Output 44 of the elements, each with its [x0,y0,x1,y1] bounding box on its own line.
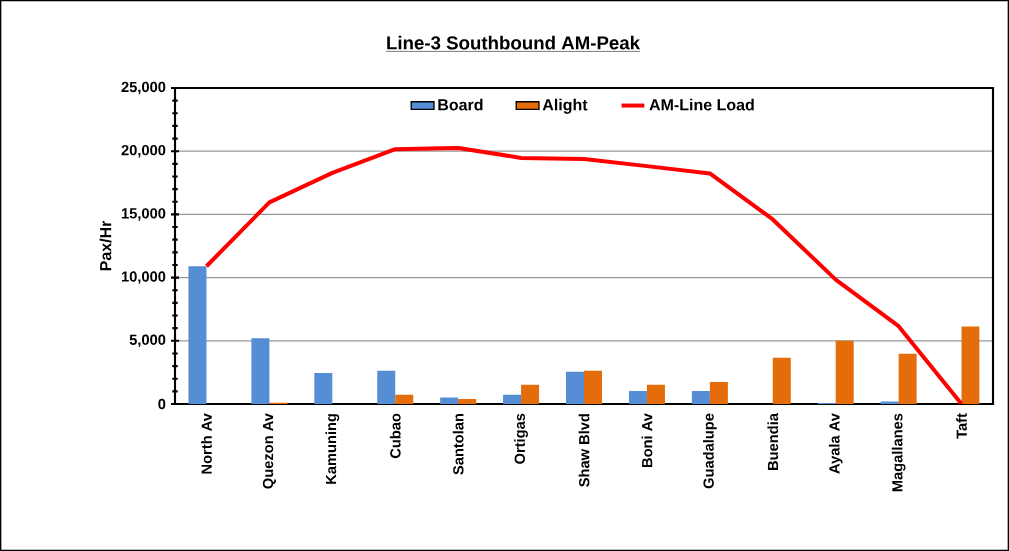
x-tick-label: Santolan [452,414,464,475]
legend-label: AM-Line Load [649,98,754,111]
bar [709,381,728,404]
bar [395,394,414,404]
y-tick-label: 15,000 [121,208,166,221]
bar [188,266,207,404]
x-tick-label: Boni Av [641,413,653,467]
x-tick-label: Ayala Av [828,413,843,474]
bar [691,391,710,404]
y-tick-label: 10,000 [121,271,166,284]
x-tick-label: Ortigas [514,413,528,464]
chart-title: Line-3 Southbound AM-Peak [387,35,641,50]
bar [566,371,585,404]
x-tick-label: North Av [201,413,212,474]
x-tick-label: Quezon Av [262,413,276,489]
bar [646,384,665,404]
x-tick-label: Kamuning [325,414,340,484]
y-tick-label: 0 [158,398,166,410]
x-tick-label: Cubao [389,413,401,459]
x-tick-label: Taft [956,413,967,439]
bar [503,394,522,404]
bar [772,357,791,404]
x-tick-label: Magallanes [891,413,906,492]
legend-label: Alight [542,98,588,114]
y-tick-label: 5,000 [129,334,166,348]
bar [961,326,980,404]
x-tick-label: Buendia [767,413,779,470]
bar [377,370,396,404]
bar [458,398,477,404]
bar [251,338,270,404]
y-tick-label: 25,000 [121,81,166,95]
bar [521,384,540,404]
x-tick-label: Guadalupe [703,413,717,489]
y-axis-title: Pax/Hr [99,220,112,271]
bar [584,370,603,404]
bar [314,373,333,404]
line-series [204,145,964,404]
bar [628,391,647,404]
x-tick-label: Shaw Blvd [578,414,590,487]
bar [898,353,917,404]
bar [440,397,459,404]
y-tick-label: 20,000 [121,144,166,158]
legend-label: Board [438,98,483,111]
bar [835,340,854,404]
